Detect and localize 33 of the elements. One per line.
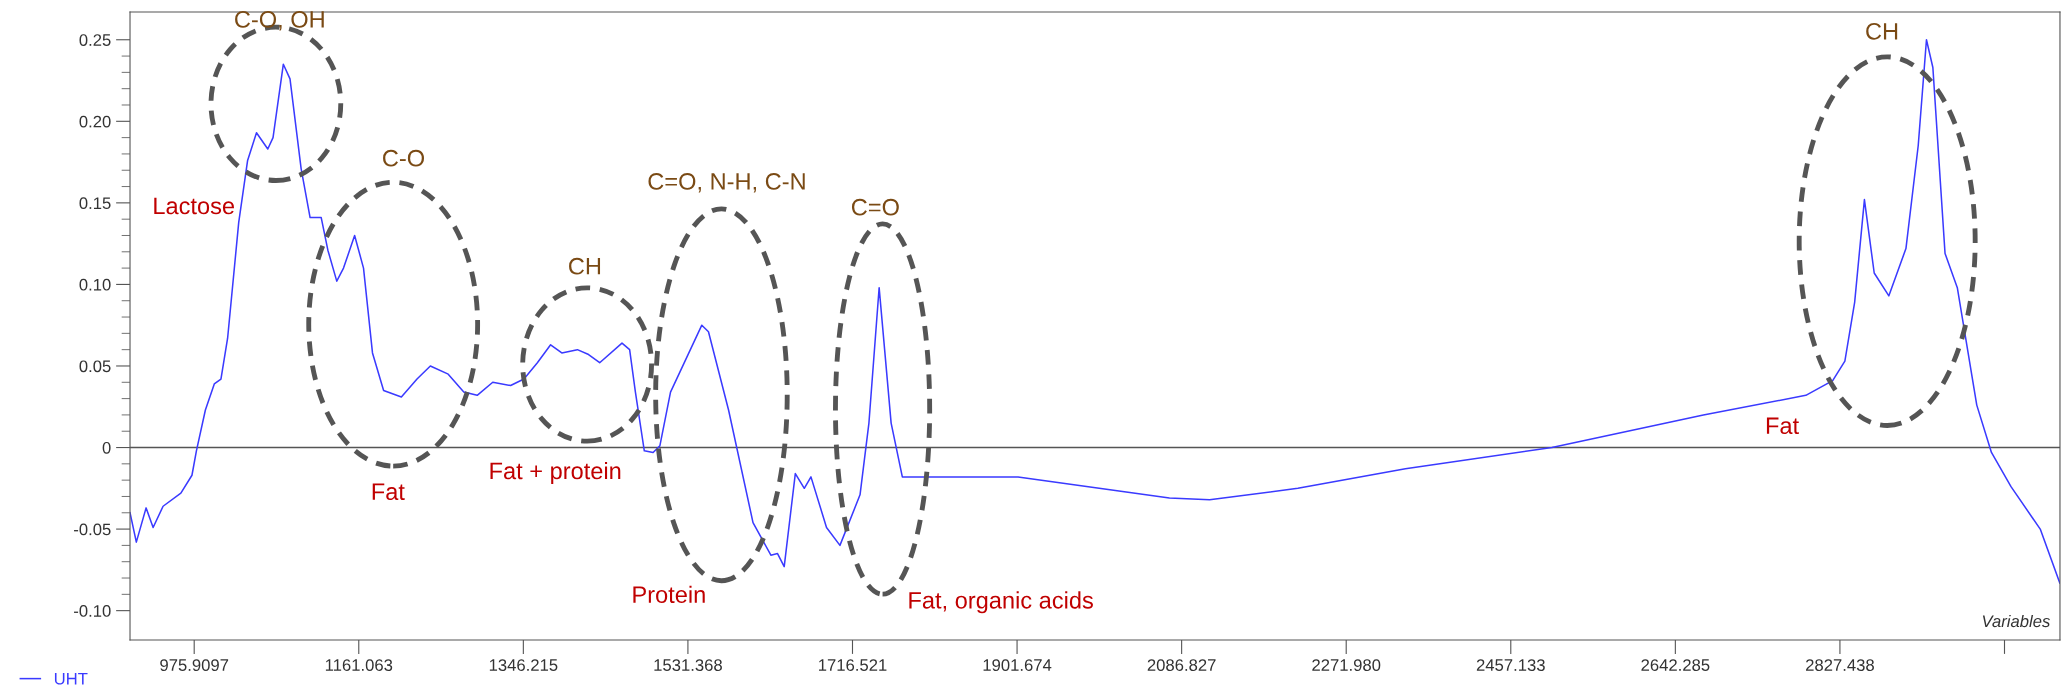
- annotation: Protein: [633, 585, 705, 604]
- x-tick-label: 975.9097: [160, 659, 229, 671]
- y-tick-label: -0.05: [74, 523, 111, 536]
- annotation: Fat: [1766, 417, 1799, 435]
- y-tick-label: 0.20: [79, 115, 111, 128]
- x-tick-label: 2271.980: [1312, 659, 1381, 671]
- annotation: C-O, OH: [235, 11, 324, 31]
- x-tick-label: 1346.215: [489, 659, 558, 671]
- annotation: Fat, organic acids: [909, 591, 1093, 614]
- annotation: Fat + protein: [490, 461, 621, 484]
- x-tick-label: 1716.521: [819, 659, 887, 671]
- x-tick-label: 1901.674: [983, 659, 1052, 671]
- y-tick-label: 0.05: [79, 360, 111, 373]
- annotation: C=O, N-H, C-N: [648, 173, 805, 193]
- y-tick-label: 0.15: [79, 197, 111, 210]
- annotation: CH: [569, 257, 601, 275]
- x-tick-label: 2086.827: [1147, 659, 1216, 671]
- annotation: Lactose: [154, 197, 235, 215]
- x-axis-title: Variables: [1982, 614, 2050, 628]
- x-tick-label: 2457.133: [1476, 659, 1545, 671]
- annotation: C=O: [851, 198, 899, 216]
- annotation: CH: [1866, 22, 1898, 40]
- legend-label: UHT: [54, 672, 88, 685]
- y-tick-label: 0.25: [79, 34, 111, 46]
- y-tick-label: 0: [102, 441, 111, 454]
- x-tick-label: 1161.063: [325, 659, 393, 671]
- x-tick-label: 2827.438: [1806, 659, 1874, 671]
- y-tick-label: 0.10: [79, 278, 111, 291]
- annotation: Fat: [372, 483, 405, 501]
- y-tick-label: -0.10: [74, 605, 111, 617]
- x-tick-label: 1531.368: [654, 659, 722, 671]
- annotation: C-O: [383, 149, 424, 167]
- x-tick-label: 2642.285: [1641, 659, 1710, 671]
